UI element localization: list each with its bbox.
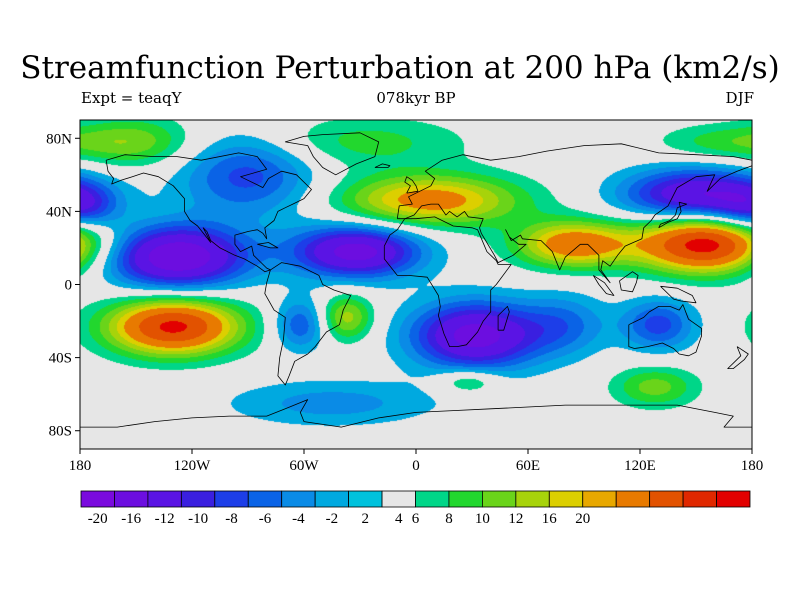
- chart-title: Streamfunction Perturbation at 200 hPa (…: [20, 50, 780, 86]
- colorbar-label: 10: [475, 511, 490, 527]
- colorbar-box: [147, 490, 182, 508]
- coastlines: [80, 132, 753, 428]
- colorbar-box: [381, 490, 416, 508]
- coastline-iceland: [374, 163, 391, 168]
- colorbar-label: -6: [259, 511, 272, 527]
- colorbar-box: [548, 490, 584, 508]
- colorbar-box: [682, 490, 717, 508]
- x-tick-label: 60E: [516, 458, 540, 474]
- coastline-cuba: [257, 242, 279, 249]
- colorbar-label: -4: [292, 511, 305, 527]
- x-tick-label: 180: [741, 458, 764, 474]
- coastline-south-america: [264, 262, 352, 386]
- colorbar-label: 2: [362, 511, 370, 527]
- colorbar-label: 12: [508, 511, 523, 527]
- experiment-label: Expt = teaqY: [81, 89, 182, 107]
- colorbar-label: 8: [445, 511, 453, 527]
- colorbar-label: 4: [395, 511, 403, 527]
- colorbar-box: [582, 490, 617, 508]
- time-label: 078kyr BP: [376, 89, 456, 107]
- coastline-africa: [383, 216, 512, 348]
- colorbar-box: [448, 490, 483, 508]
- map-plot-area: [79, 119, 753, 450]
- coastline-japan: [658, 201, 688, 229]
- colorbar-label: -20: [88, 511, 108, 527]
- colorbar-box: [481, 490, 517, 508]
- colorbar-box: [247, 490, 283, 508]
- colorbar-box: [716, 490, 751, 508]
- coastline-greenland: [284, 132, 380, 176]
- y-tick-label: 0: [65, 278, 73, 294]
- colorbar-box: [415, 490, 450, 508]
- coastline-uk: [404, 176, 419, 194]
- coastline-australia: [628, 304, 702, 357]
- streamfunction-field: [80, 120, 752, 449]
- colorbar-box: [615, 490, 651, 508]
- x-tick-label: 60W: [289, 458, 319, 474]
- colorbar-box: [114, 490, 149, 508]
- colorbar-label: -12: [155, 511, 175, 527]
- colorbar-box: [281, 490, 316, 508]
- x-tick-label: 0: [412, 458, 420, 474]
- coastline-new-zealand: [727, 346, 749, 370]
- colorbar-label: 16: [542, 511, 558, 527]
- colorbar-box: [348, 490, 383, 508]
- map-axes: 180 120W 60W 0 60E 120E 180 80N 40N 0 40S 80S: [46, 131, 763, 474]
- colorbar-label: -16: [121, 511, 141, 527]
- coastline-eurasia: [396, 143, 753, 284]
- colorbar-label: 6: [412, 511, 420, 527]
- x-tick-label: 120E: [624, 458, 656, 474]
- coastline-new-guinea: [660, 285, 697, 304]
- colorbar-label: 20: [575, 511, 590, 527]
- colorbar-box: [80, 490, 115, 508]
- colorbar-box: [314, 490, 349, 508]
- colorbar-box: [214, 490, 249, 508]
- y-tick-label: 80N: [46, 131, 72, 147]
- colorbar-box: [649, 490, 684, 508]
- colorbar-label: -2: [326, 511, 339, 527]
- coastline-north-america: [105, 152, 312, 273]
- colorbar: -20 -16 -12 -10 -8 -6 -4 -2 2 4 6 8 10 12 16 20: [80, 490, 751, 527]
- season-label: DJF: [725, 89, 754, 107]
- y-tick-label: 40N: [46, 204, 72, 220]
- colorbar-box: [515, 490, 550, 508]
- y-tick-label: 80S: [49, 424, 72, 440]
- x-tick-label: 120W: [174, 458, 212, 474]
- colorbar-label: -10: [188, 511, 208, 527]
- coastline-sumatra: [592, 275, 615, 296]
- coastline-antarctica: [80, 399, 752, 428]
- colorbar-label: -8: [225, 511, 238, 527]
- x-tick-label: 180: [69, 458, 92, 474]
- coastline-borneo: [619, 271, 639, 293]
- colorbar-box: [180, 490, 216, 508]
- coastline-madagascar: [497, 305, 510, 331]
- y-tick-label: 40S: [49, 351, 72, 367]
